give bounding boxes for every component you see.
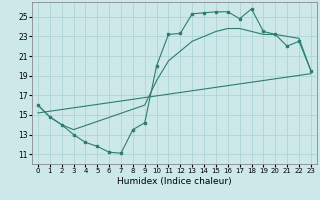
X-axis label: Humidex (Indice chaleur): Humidex (Indice chaleur): [117, 177, 232, 186]
